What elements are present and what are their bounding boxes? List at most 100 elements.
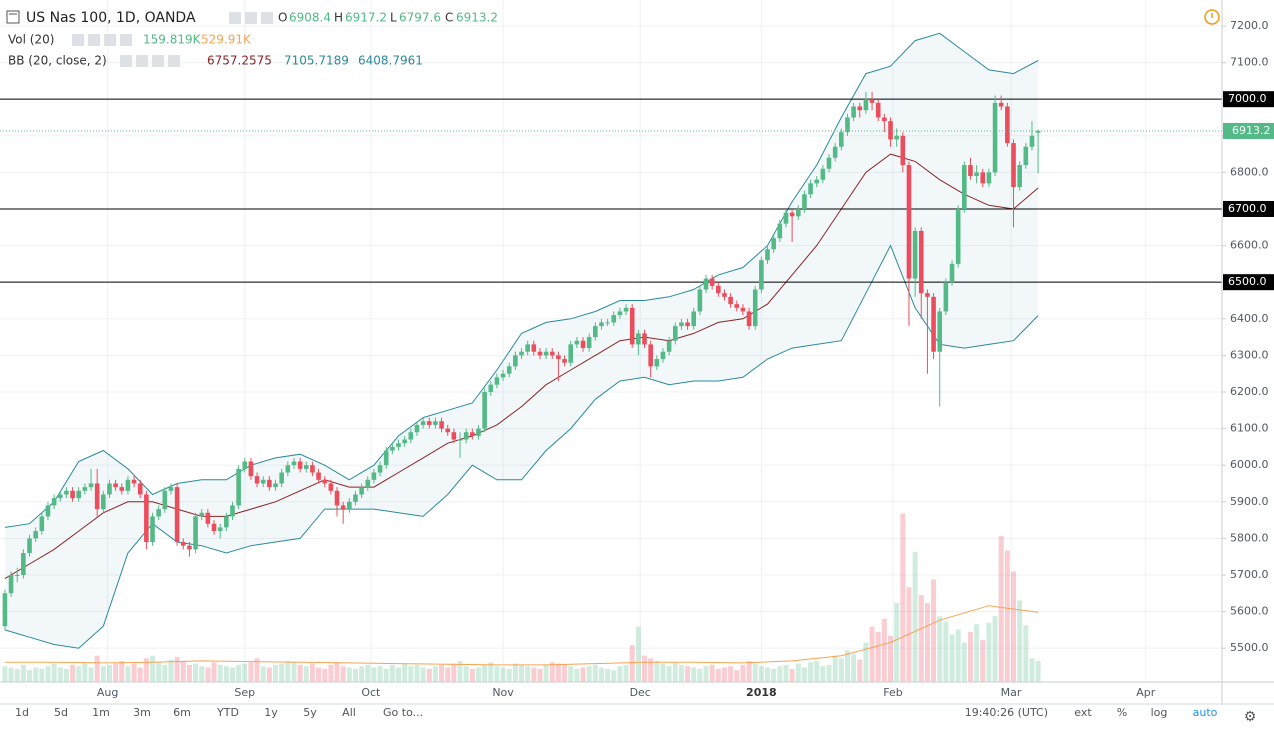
volume-bar [863,642,869,682]
volume-bar [27,670,33,682]
alert-icon[interactable] [1204,9,1220,25]
icon[interactable] [88,34,100,46]
candle-body [863,99,869,111]
candle-body [353,494,358,502]
range-button[interactable]: YTD [216,706,239,719]
icon[interactable] [152,55,164,67]
volume-bar [586,666,592,682]
clock: 19:40:26 (UTC) [965,706,1048,719]
goto-button[interactable]: Go to... [383,706,423,719]
volume-bar [869,626,875,682]
bb-basis-value: 6757.2575 [207,54,272,68]
y-tick-label: 5600.0 [1230,605,1269,618]
icon[interactable] [120,34,132,46]
x-tick-label: Aug [97,686,118,699]
volume-bar [51,663,57,682]
candle-body [568,344,574,363]
volume-bar [986,622,992,682]
range-button[interactable]: 6m [173,706,191,719]
candle-body [506,366,512,374]
volume-bar [1023,625,1029,682]
range-button[interactable]: 5d [54,706,68,719]
volume-bar [844,650,850,682]
volume-bar [143,658,149,682]
candle-body [716,285,721,294]
candle-body [931,296,936,352]
volume-bar [14,668,20,682]
candle-body [463,432,469,440]
volume-bar [346,667,352,682]
settings-icon[interactable]: ⚙ [1244,709,1257,725]
volume-bar [88,667,94,682]
icon[interactable] [72,34,84,46]
candle-body [8,574,14,594]
volume-bar [992,616,998,682]
option-button[interactable]: % [1117,706,1127,719]
bb-lower-value: 6408.7961 [358,54,423,68]
option-button[interactable]: log [1151,706,1168,719]
x-tick-label: Sep [234,686,255,699]
range-button[interactable]: 1d [15,706,29,719]
candle-body [285,465,291,473]
volume-ma-value: 529.91K [201,33,252,47]
volume-bar [937,616,943,682]
bb-legend: BB (20, close, 2) [8,54,107,68]
volume-bar [697,668,703,682]
candle-body [107,483,112,495]
volume-bar [279,663,285,682]
bb-fill [4,33,1039,649]
collapse-icon[interactable] [6,10,20,24]
candle-body [660,351,666,360]
candle-body [562,359,567,363]
volume-bar [660,663,666,682]
candle-body [666,340,672,352]
candle-body [476,428,481,436]
candle-body [396,443,401,447]
x-tick-label: Apr [1136,686,1156,699]
volume-bar [961,642,967,682]
volume-bar [519,664,525,682]
candle-body [685,322,690,327]
candle-body [912,230,918,279]
y-tick-label: 7200.0 [1230,19,1269,32]
icon[interactable] [168,55,180,67]
range-button[interactable]: 5y [303,706,317,719]
candle-body [273,483,278,488]
candle-body [623,307,629,312]
volume-bar [396,667,402,682]
volume-bar [555,663,561,682]
volume-bar [826,664,832,682]
icon[interactable] [229,12,241,24]
volume-bar [94,655,100,682]
toolbar: 1d 5d 1m 3m 6m YTD 1y 5y All Go to... 19:40:26 (UT… [15,706,1218,719]
icon[interactable] [245,12,257,24]
option-button[interactable]: ext [1074,706,1092,719]
candle-body [426,421,432,425]
candle-body [242,461,248,469]
icon[interactable] [136,55,148,67]
range-button[interactable]: 1m [92,706,110,719]
icon[interactable] [261,12,273,24]
volume-bar [691,667,697,682]
volume-bar [211,662,217,682]
volume-bar [488,662,494,682]
volume-bar [592,664,598,682]
x-tick-label: 2018 [746,686,777,699]
volume-bar [475,667,481,682]
candle-body [297,461,303,469]
range-button[interactable]: 1y [264,706,278,719]
volume-bar [611,670,617,682]
candle-body [580,340,586,349]
candle-body [617,311,623,316]
icon[interactable] [104,34,116,46]
volume-bar [1011,571,1017,682]
icon[interactable] [120,55,132,67]
candle-body [88,483,94,488]
volume-bar [531,667,537,682]
volume-bar [420,667,426,682]
range-button[interactable]: 3m [133,706,151,719]
ohlc-value: 6917.2 [345,11,387,25]
option-button[interactable]: auto [1193,706,1218,719]
range-button[interactable]: All [342,706,356,719]
candle-body [180,542,186,546]
